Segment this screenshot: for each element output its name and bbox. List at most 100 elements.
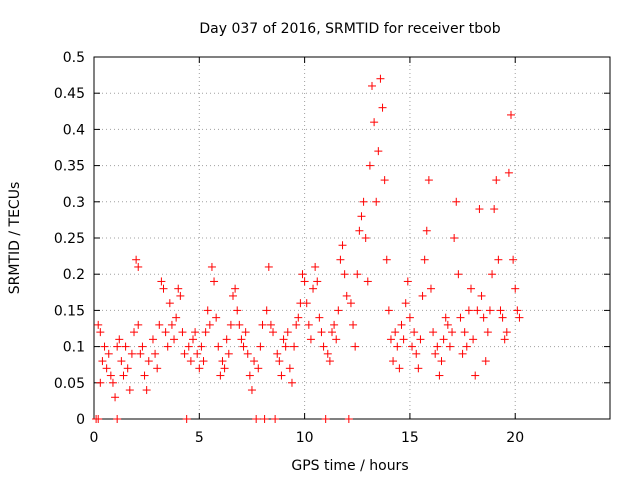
- data-point: [346, 299, 355, 308]
- data-point: [220, 364, 229, 373]
- data-point: [247, 386, 256, 395]
- data-point: [405, 313, 414, 322]
- data-point: [273, 349, 282, 358]
- data-point: [492, 176, 501, 185]
- data-point: [210, 277, 219, 286]
- data-point: [420, 255, 429, 264]
- data-point: [397, 320, 406, 329]
- data-point: [279, 335, 288, 344]
- data-point: [317, 328, 326, 337]
- data-point: [357, 212, 366, 221]
- y-tick-label: 0.1: [63, 340, 85, 356]
- y-tick-label: 0.4: [63, 122, 85, 138]
- data-point: [306, 335, 315, 344]
- data-point: [96, 328, 105, 337]
- data-point: [334, 306, 343, 315]
- data-point: [311, 262, 320, 271]
- data-point: [256, 342, 265, 351]
- data-point: [292, 320, 301, 329]
- data-point: [494, 255, 503, 264]
- data-point: [218, 357, 227, 366]
- data-point: [323, 349, 332, 358]
- data-point: [123, 364, 132, 373]
- data-point: [418, 291, 427, 300]
- data-point: [386, 335, 395, 344]
- data-point: [498, 313, 507, 322]
- data-point: [94, 320, 103, 329]
- data-point: [496, 306, 505, 315]
- data-point: [199, 357, 208, 366]
- data-point: [424, 176, 433, 185]
- data-point: [130, 328, 139, 337]
- data-point: [460, 328, 469, 337]
- data-point: [515, 313, 524, 322]
- data-point: [351, 342, 360, 351]
- data-point: [155, 320, 164, 329]
- data-point: [389, 357, 398, 366]
- data-point: [410, 328, 419, 337]
- data-point: [157, 277, 166, 286]
- data-point: [450, 234, 459, 242]
- data-point: [182, 415, 191, 423]
- data-point: [466, 284, 475, 293]
- data-point: [266, 320, 275, 329]
- data-point: [287, 378, 296, 387]
- data-point: [321, 415, 330, 423]
- data-point: [422, 226, 431, 235]
- data-point: [203, 306, 212, 315]
- data-point: [96, 378, 105, 387]
- data-point: [300, 277, 309, 286]
- data-point: [342, 291, 351, 300]
- data-point: [504, 168, 513, 177]
- y-tick-label: 0.3: [63, 195, 85, 211]
- y-tick-label: 0.15: [54, 303, 85, 319]
- data-point: [241, 328, 250, 337]
- y-axis-label: SRMTID / TECUs: [7, 182, 23, 295]
- data-point: [336, 255, 345, 264]
- data-point: [258, 320, 267, 329]
- data-point: [212, 313, 221, 322]
- data-point: [262, 306, 271, 315]
- y-tick-label: 0.05: [54, 376, 85, 392]
- data-point: [439, 335, 448, 344]
- data-point: [325, 357, 334, 366]
- data-point: [370, 118, 379, 127]
- data-point: [359, 197, 368, 206]
- data-point: [153, 364, 162, 373]
- data-point: [151, 349, 160, 358]
- data-point: [117, 357, 126, 366]
- data-point: [269, 328, 278, 337]
- data-point: [374, 147, 383, 156]
- data-point: [188, 335, 197, 344]
- data-point: [191, 328, 200, 337]
- data-point: [365, 161, 374, 170]
- data-point: [108, 378, 117, 387]
- data-point: [222, 335, 231, 344]
- data-point: [426, 284, 435, 293]
- data-point: [111, 393, 120, 402]
- data-point: [127, 349, 136, 358]
- data-point: [435, 371, 444, 380]
- data-point: [511, 284, 520, 293]
- data-point: [458, 349, 467, 358]
- data-point: [260, 415, 269, 423]
- data-point: [380, 176, 389, 185]
- x-tick-label: 20: [506, 430, 524, 446]
- data-point: [327, 328, 336, 337]
- data-point: [243, 349, 252, 358]
- data-point: [378, 103, 387, 112]
- data-point: [332, 335, 341, 344]
- data-point: [178, 328, 187, 337]
- data-point: [264, 262, 273, 271]
- data-point: [309, 284, 318, 293]
- data-point: [483, 328, 492, 337]
- data-point: [448, 328, 457, 337]
- data-point: [340, 270, 349, 279]
- data-point: [136, 349, 145, 358]
- data-point: [226, 320, 235, 329]
- data-point: [416, 335, 425, 344]
- data-point: [462, 342, 471, 351]
- data-point: [403, 277, 412, 286]
- data-point: [304, 320, 313, 329]
